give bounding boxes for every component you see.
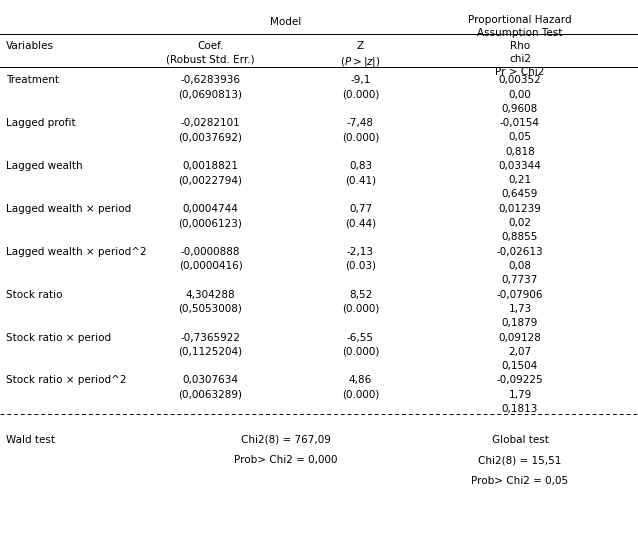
Text: 0,77: 0,77 <box>349 204 372 214</box>
Text: Prob> Chi2 = 0,000: Prob> Chi2 = 0,000 <box>234 455 338 465</box>
Text: Wald test: Wald test <box>6 435 56 444</box>
Text: (0.03): (0.03) <box>345 261 376 271</box>
Text: 0,00: 0,00 <box>508 90 531 99</box>
Text: -9,1: -9,1 <box>350 75 371 85</box>
Text: (0.44): (0.44) <box>345 218 376 228</box>
Text: Lagged wealth × period^2: Lagged wealth × period^2 <box>6 247 147 257</box>
Text: Coef.
(Robust Std. Err.): Coef. (Robust Std. Err.) <box>167 41 255 64</box>
Text: (0.000): (0.000) <box>342 133 379 143</box>
Text: (0,0006123): (0,0006123) <box>179 218 242 228</box>
Text: (0,0037692): (0,0037692) <box>179 133 242 143</box>
Text: (0,0690813): (0,0690813) <box>179 90 242 99</box>
Text: Treatment: Treatment <box>6 75 59 85</box>
Text: (0,5053008): (0,5053008) <box>179 304 242 314</box>
Text: 0,03344: 0,03344 <box>498 161 542 171</box>
Text: 0,83: 0,83 <box>349 161 372 171</box>
Text: -2,13: -2,13 <box>347 247 374 257</box>
Text: 0,08: 0,08 <box>508 261 531 271</box>
Text: Stock ratio × period: Stock ratio × period <box>6 333 112 342</box>
Text: Global test: Global test <box>491 435 549 444</box>
Text: Lagged wealth: Lagged wealth <box>6 161 83 171</box>
Text: Proportional Hazard
Assumption Test: Proportional Hazard Assumption Test <box>468 15 572 38</box>
Text: 0,9608: 0,9608 <box>502 104 538 114</box>
Text: Lagged profit: Lagged profit <box>6 118 76 128</box>
Text: -0,0154: -0,0154 <box>500 118 540 128</box>
Text: 1,79: 1,79 <box>508 390 531 400</box>
Text: Chi2(8) = 767,09: Chi2(8) = 767,09 <box>241 435 330 444</box>
Text: -0,7365922: -0,7365922 <box>181 333 241 342</box>
Text: 0,0307634: 0,0307634 <box>182 376 239 385</box>
Text: 0,8855: 0,8855 <box>501 233 538 242</box>
Text: 0,01239: 0,01239 <box>498 204 542 214</box>
Text: Prob> Chi2 = 0,05: Prob> Chi2 = 0,05 <box>471 476 568 486</box>
Text: (0,0000416): (0,0000416) <box>179 261 242 271</box>
Text: Lagged wealth × period: Lagged wealth × period <box>6 204 131 214</box>
Text: 0,6459: 0,6459 <box>501 189 538 199</box>
Text: -0,0000888: -0,0000888 <box>181 247 241 257</box>
Text: 4,304288: 4,304288 <box>186 289 235 300</box>
Text: -0,07906: -0,07906 <box>497 289 543 300</box>
Text: 0,1504: 0,1504 <box>502 361 538 371</box>
Text: 0,7737: 0,7737 <box>501 275 538 285</box>
Text: 0,1813: 0,1813 <box>501 404 538 414</box>
Text: (0,1125204): (0,1125204) <box>179 347 242 357</box>
Text: -0,09225: -0,09225 <box>496 376 544 385</box>
Text: (0.000): (0.000) <box>342 347 379 357</box>
Text: Rho
chi2
Pr > Chi2: Rho chi2 Pr > Chi2 <box>495 41 545 77</box>
Text: (0,0022794): (0,0022794) <box>179 175 242 185</box>
Text: (0.41): (0.41) <box>345 175 376 185</box>
Text: Chi2(8) = 15,51: Chi2(8) = 15,51 <box>478 455 561 465</box>
Text: -0,02613: -0,02613 <box>496 247 544 257</box>
Text: 8,52: 8,52 <box>349 289 372 300</box>
Text: (0,0063289): (0,0063289) <box>179 390 242 400</box>
Text: 0,0018821: 0,0018821 <box>182 161 239 171</box>
Text: 0,0004744: 0,0004744 <box>182 204 239 214</box>
Text: 0,21: 0,21 <box>508 175 531 185</box>
Text: Stock ratio: Stock ratio <box>6 289 63 300</box>
Text: 0,02: 0,02 <box>508 218 531 228</box>
Text: 0,09128: 0,09128 <box>498 333 542 342</box>
Text: (0.000): (0.000) <box>342 304 379 314</box>
Text: Stock ratio × period^2: Stock ratio × period^2 <box>6 376 127 385</box>
Text: (0.000): (0.000) <box>342 390 379 400</box>
Text: 0,1879: 0,1879 <box>501 318 538 328</box>
Text: Model: Model <box>270 17 301 27</box>
Text: -0,6283936: -0,6283936 <box>181 75 241 85</box>
Text: 1,73: 1,73 <box>508 304 531 314</box>
Text: 4,86: 4,86 <box>349 376 372 385</box>
Text: 0,00352: 0,00352 <box>498 75 542 85</box>
Text: Variables: Variables <box>6 41 54 51</box>
Text: -6,55: -6,55 <box>347 333 374 342</box>
Text: (0.000): (0.000) <box>342 90 379 99</box>
Text: 2,07: 2,07 <box>508 347 531 357</box>
Text: 0,818: 0,818 <box>505 147 535 157</box>
Text: -0,0282101: -0,0282101 <box>181 118 241 128</box>
Text: -7,48: -7,48 <box>347 118 374 128</box>
Text: 0,05: 0,05 <box>508 133 531 143</box>
Text: Z
$(P>|z|)$: Z $(P>|z|)$ <box>340 41 381 69</box>
